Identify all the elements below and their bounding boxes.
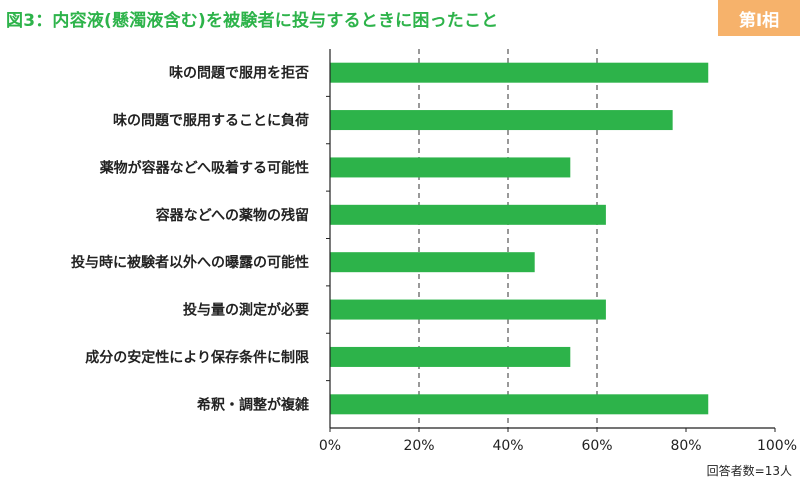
x-tick-label-0: 0%	[319, 438, 341, 454]
respondent-count: 回答者数=13人	[706, 464, 792, 478]
bar-3	[330, 204, 606, 225]
bar-6	[330, 346, 571, 367]
category-label-4: 投与時に被験者以外への曝露の可能性	[71, 254, 309, 271]
grid-layer	[418, 49, 598, 428]
category-label-7: 希釈・調整が複雑	[197, 396, 309, 413]
phase-badge: 第I相	[718, 0, 800, 36]
bar-2	[330, 157, 571, 178]
chart-title: 図3：内容液(懸濁液含む)を被験者に投与するときに困ったこと	[6, 11, 499, 31]
x-tick-label-5: 100%	[757, 438, 797, 454]
x-tick-label-3: 60%	[581, 438, 612, 454]
x-tick-label-4: 80%	[670, 438, 701, 454]
x-tick-label-1: 20%	[403, 438, 434, 454]
x-tick-label-2: 40%	[492, 438, 523, 454]
category-label-5: 投与量の測定が必要	[183, 302, 309, 319]
category-label-2: 薬物が容器などへ吸着する可能性	[100, 159, 309, 176]
bar-0	[330, 62, 709, 83]
bar-1	[330, 110, 673, 131]
category-label-3: 容器などへの薬物の残留	[155, 207, 309, 224]
bar-5	[330, 299, 606, 320]
axis-layer	[326, 49, 776, 432]
bar-4	[330, 252, 535, 273]
category-label-6: 成分の安定性により保存条件に制限	[85, 349, 309, 366]
bar-7	[330, 394, 709, 415]
label-layer: 味の問題で服用を拒否味の問題で服用することに負荷薬物が容器などへ吸着する可能性容…	[71, 65, 797, 454]
category-label-0: 味の問題で服用を拒否	[169, 65, 309, 82]
bar-layer	[330, 62, 709, 415]
category-label-1: 味の問題で服用することに負荷	[113, 112, 309, 129]
